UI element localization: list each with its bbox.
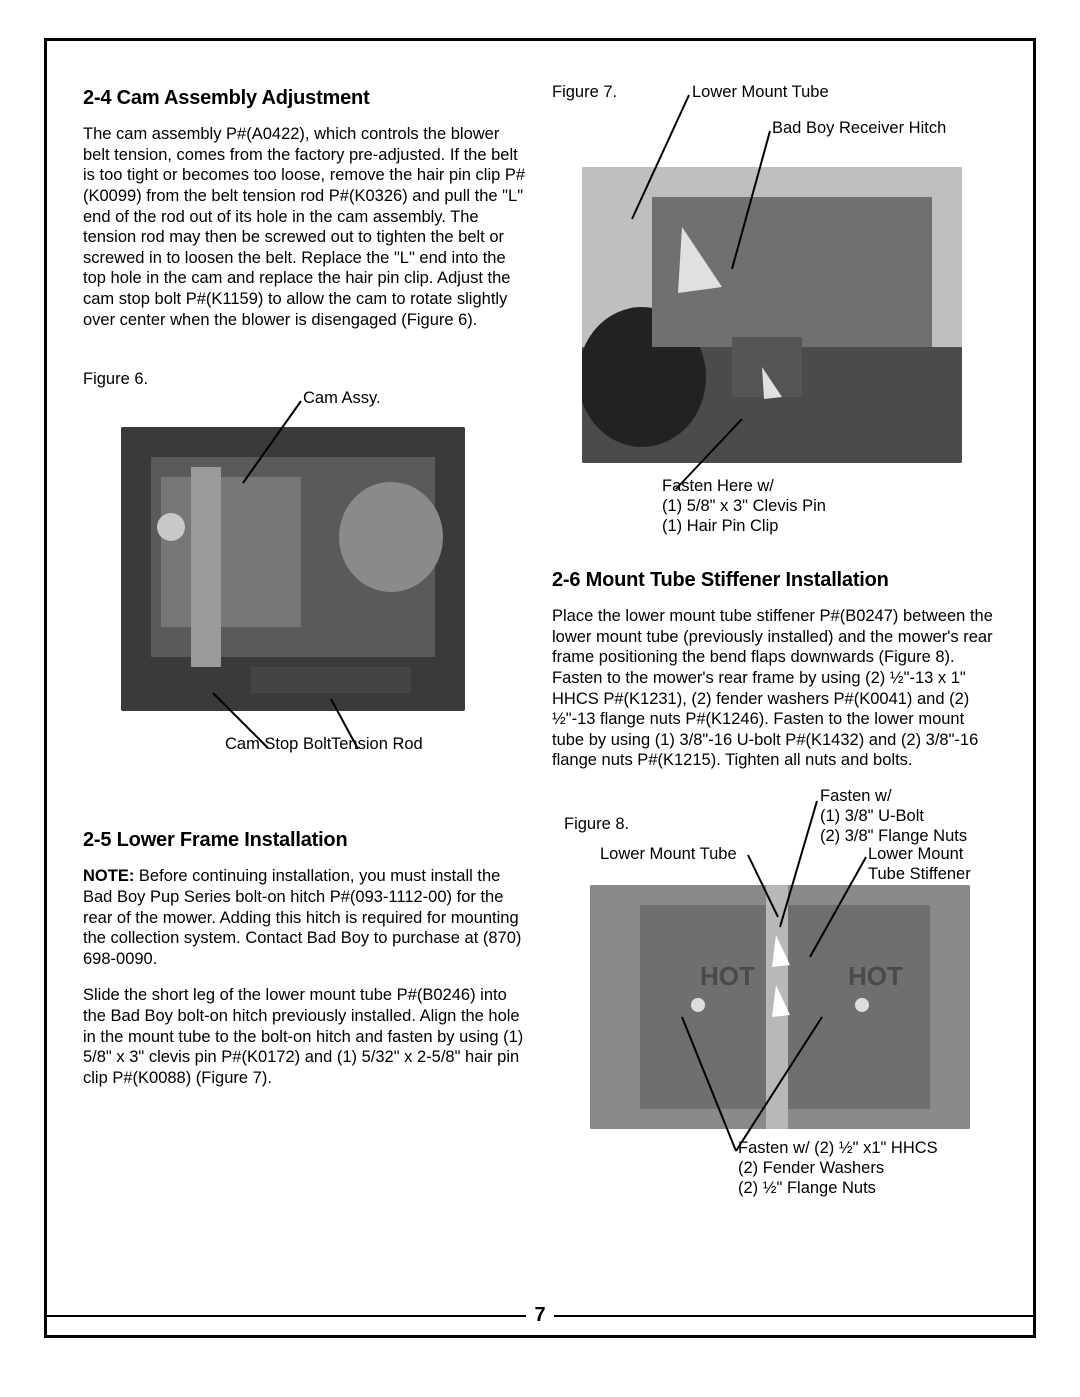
page: 2-4 Cam Assembly Adjustment The cam asse…: [0, 0, 1080, 1397]
page-frame: 2-4 Cam Assembly Adjustment The cam asse…: [44, 38, 1036, 1338]
note-label: NOTE:: [83, 867, 134, 885]
figure6-leaders: [83, 393, 528, 793]
callout-fasten-hhcs: Fasten w/ (2) ½" x1" HHCS (2) Fender Was…: [738, 1139, 938, 1198]
figure6-label: Figure 6.: [83, 370, 528, 389]
note-2-5: NOTE: Before continuing installation, yo…: [83, 866, 528, 969]
heading-2-5: 2-5 Lower Frame Installation: [83, 829, 528, 852]
callout-fasten-7: Fasten Here w/ (1) 5/8" x 3" Clevis Pin …: [662, 477, 826, 536]
body-2-6: Place the lower mount tube stiffener P#(…: [552, 606, 997, 771]
footer-line-left: [47, 1315, 526, 1317]
heading-2-4: 2-4 Cam Assembly Adjustment: [83, 87, 528, 110]
figure6-group: Cam Assy.: [83, 393, 528, 793]
body2-2-5: Slide the short leg of the lower mount t…: [83, 985, 528, 1088]
note-body: Before continuing installation, you must…: [83, 867, 521, 968]
body-2-4: The cam assembly P#(A0422), which contro…: [83, 124, 528, 330]
callout-cam-stop: Cam Stop Bolt: [225, 735, 331, 755]
heading-2-6: 2-6 Mount Tube Stiffener Installation: [552, 569, 997, 592]
page-number-footer: 7: [47, 1304, 1033, 1327]
right-column: Figure 7. Lower Mount Tube Bad Boy Recei…: [552, 79, 997, 1315]
left-column: 2-4 Cam Assembly Adjustment The cam asse…: [83, 79, 528, 1315]
page-number: 7: [526, 1304, 553, 1327]
figure7-group: Figure 7. Lower Mount Tube Bad Boy Recei…: [552, 79, 997, 565]
figure8-group: Figure 8. Fasten w/ (1) 3/8" U-Bolt (2) …: [552, 787, 997, 1217]
callout-tension-rod: Tension Rod: [331, 735, 423, 755]
footer-line-right: [554, 1315, 1033, 1317]
